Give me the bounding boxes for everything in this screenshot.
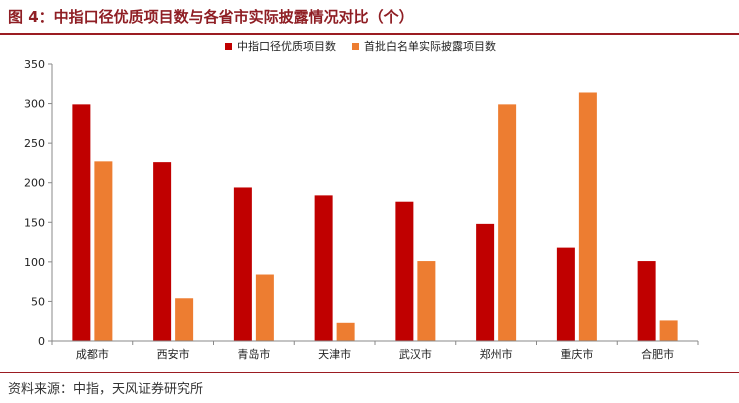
legend-label-2: 首批白名单实际披露项目数 <box>364 39 496 53</box>
source-note: 资料来源：中指，天风证券研究所 <box>8 382 204 397</box>
bar-series-1-武汉市 <box>395 201 414 341</box>
x-tick-label: 西安市 <box>157 347 190 361</box>
bar-series-2-成都市 <box>94 161 113 341</box>
bar-series-1-郑州市 <box>476 223 495 341</box>
bar-series-1-青岛市 <box>233 187 252 341</box>
footer-divider <box>0 372 739 373</box>
x-tick-label: 成都市 <box>76 347 109 361</box>
x-tick-label: 武汉市 <box>399 347 432 361</box>
x-tick-label: 重庆市 <box>560 347 593 361</box>
x-tick-label: 郑州市 <box>480 347 513 361</box>
bar-series-1-合肥市 <box>637 261 656 341</box>
title-divider <box>0 33 739 35</box>
y-tick-label: 300 <box>24 98 45 111</box>
bar-series-1-天津市 <box>314 195 333 341</box>
bar-series-2-郑州市 <box>498 104 517 341</box>
bar-series <box>72 92 678 342</box>
y-tick-label: 50 <box>31 295 45 308</box>
bar-series-1-西安市 <box>153 162 172 341</box>
x-tick-label: 青岛市 <box>237 347 270 361</box>
y-axis: 0 50 100 150 200 250 300 350 <box>24 58 53 348</box>
bar-series-2-武汉市 <box>417 261 436 341</box>
y-tick-label: 350 <box>24 58 45 71</box>
y-tick-label: 150 <box>24 216 45 229</box>
bar-series-2-天津市 <box>336 322 355 341</box>
bar-series-2-青岛市 <box>255 274 274 341</box>
x-tick-label: 天津市 <box>318 347 351 361</box>
bar-series-2-合肥市 <box>659 320 678 341</box>
bar-chart: 中指口径优质项目数 首批白名单实际披露项目数 0 50 100 150 200 250 300… <box>24 39 699 361</box>
y-tick-label: 0 <box>38 335 45 348</box>
bar-series-1-成都市 <box>72 104 91 341</box>
legend-label-1: 中指口径优质项目数 <box>237 39 336 53</box>
bar-series-1-重庆市 <box>556 247 575 341</box>
bar-series-2-重庆市 <box>578 92 597 342</box>
x-axis: 成都市 西安市 青岛市 天津市 武汉市 郑州市 重庆市 合肥市 <box>51 340 699 361</box>
figure-title: 图 4：中指口径优质项目数与各省市实际披露情况对比（个） <box>8 8 414 26</box>
figure-title-bar: 图 4：中指口径优质项目数与各省市实际披露情况对比（个） <box>0 0 739 34</box>
legend-swatch-2 <box>352 43 359 50</box>
y-tick-label: 250 <box>24 137 45 150</box>
y-tick-label: 200 <box>24 177 45 190</box>
bar-series-2-西安市 <box>175 298 194 341</box>
y-tick-label: 100 <box>24 256 45 269</box>
chart-legend: 中指口径优质项目数 首批白名单实际披露项目数 <box>225 39 496 53</box>
legend-swatch-1 <box>225 43 232 50</box>
x-tick-label: 合肥市 <box>641 347 674 361</box>
